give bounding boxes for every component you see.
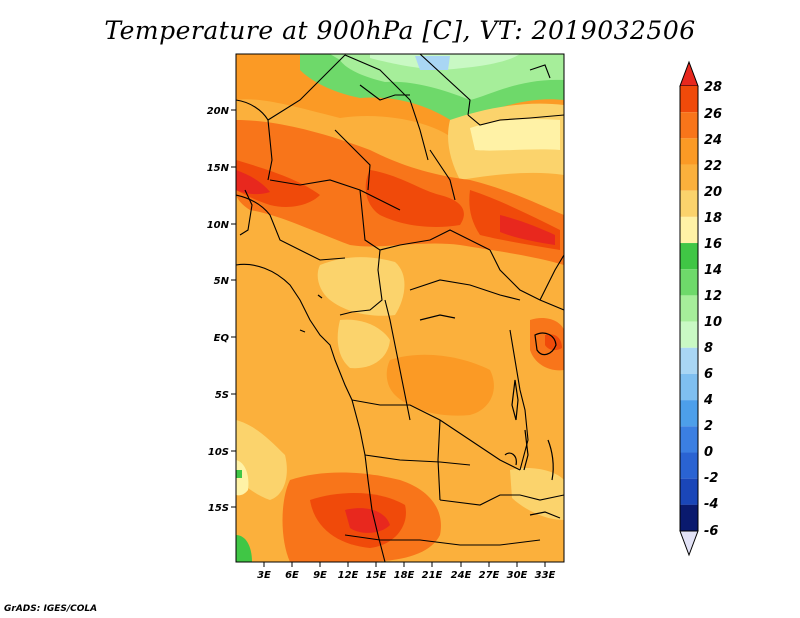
colorbar-label: 28 — [704, 80, 722, 95]
colorbar-label: 24 — [704, 133, 722, 148]
colorbar-label: 20 — [704, 185, 722, 200]
colorbar-bin — [680, 269, 698, 296]
colorbar-bin — [680, 347, 698, 374]
temperature-field — [236, 54, 564, 562]
latitude-axis: 20N 15N 10N 5N EQ 5S 10S 15S — [207, 106, 236, 514]
lat-label: 5S — [215, 390, 229, 401]
lat-label: 10S — [208, 447, 229, 458]
lon-label: 30E — [507, 570, 528, 581]
colorbar-label: -4 — [704, 497, 718, 512]
colorbar-label: 0 — [704, 445, 713, 460]
colorbar-label: 12 — [704, 289, 722, 304]
colorbar-bin — [680, 478, 698, 505]
colorbar-bin — [680, 86, 698, 113]
colorbar-bin — [680, 138, 698, 165]
colorbar-label: 22 — [704, 159, 722, 174]
colorbar-bin — [680, 243, 698, 270]
lon-label: 6E — [285, 570, 299, 581]
lat-label: EQ — [214, 333, 230, 344]
map-title: Temperature at 900hPa [C], VT: 201903250… — [104, 16, 696, 45]
colorbar-label: 6 — [704, 367, 713, 382]
lat-label: 5N — [214, 276, 230, 287]
colorbar-bin — [680, 164, 698, 191]
colorbar-bin — [680, 216, 698, 244]
longitude-axis: 3E 6E 9E 12E 15E 18E 21E 24E 27E 30E 33E — [257, 562, 556, 581]
grads-credit: GrADS: IGES/COLA — [4, 604, 98, 614]
lat-label: 15N — [207, 163, 230, 174]
colorbar-label: -6 — [704, 524, 718, 539]
lon-label: 21E — [422, 570, 443, 581]
lon-label: 3E — [257, 570, 271, 581]
lon-label: 33E — [535, 570, 556, 581]
lon-label: 24E — [451, 570, 472, 581]
lon-label: 15E — [366, 570, 387, 581]
colorbar: 28 26 24 22 20 18 16 14 12 10 8 6 4 2 0 … — [679, 60, 722, 557]
colorbar-bin — [680, 426, 698, 453]
lake-outlines — [299, 294, 561, 519]
lat-label: 10N — [207, 220, 230, 231]
colorbar-label: -2 — [704, 471, 718, 486]
lat-label: 15S — [208, 503, 229, 514]
colorbar-bin — [680, 295, 698, 322]
colorbar-overflow-triangle — [679, 60, 699, 87]
colorbar-bin — [680, 373, 698, 401]
colorbar-label: 16 — [704, 237, 722, 252]
lon-label: 18E — [394, 570, 415, 581]
colorbar-bin — [680, 504, 698, 531]
colorbar-label: 4 — [703, 393, 713, 408]
lon-label: 9E — [313, 570, 327, 581]
lon-label: 27E — [479, 570, 500, 581]
colorbar-bin — [680, 190, 698, 217]
colorbar-bin — [680, 400, 698, 427]
colorbar-label: 14 — [704, 263, 722, 278]
colorbar-label: 2 — [704, 419, 713, 434]
colorbar-label: 8 — [704, 341, 713, 356]
lon-label: 12E — [338, 570, 359, 581]
country-borders — [236, 54, 564, 562]
map-frame — [235, 53, 565, 563]
colorbar-bin — [680, 112, 698, 139]
colorbar-underflow-triangle — [679, 530, 699, 557]
colorbar-label: 18 — [704, 211, 722, 226]
colorbar-label: 26 — [704, 107, 722, 122]
lat-label: 20N — [207, 106, 230, 117]
colorbar-bin — [680, 321, 698, 348]
colorbar-bin — [680, 452, 698, 479]
colorbar-label: 10 — [704, 315, 722, 330]
